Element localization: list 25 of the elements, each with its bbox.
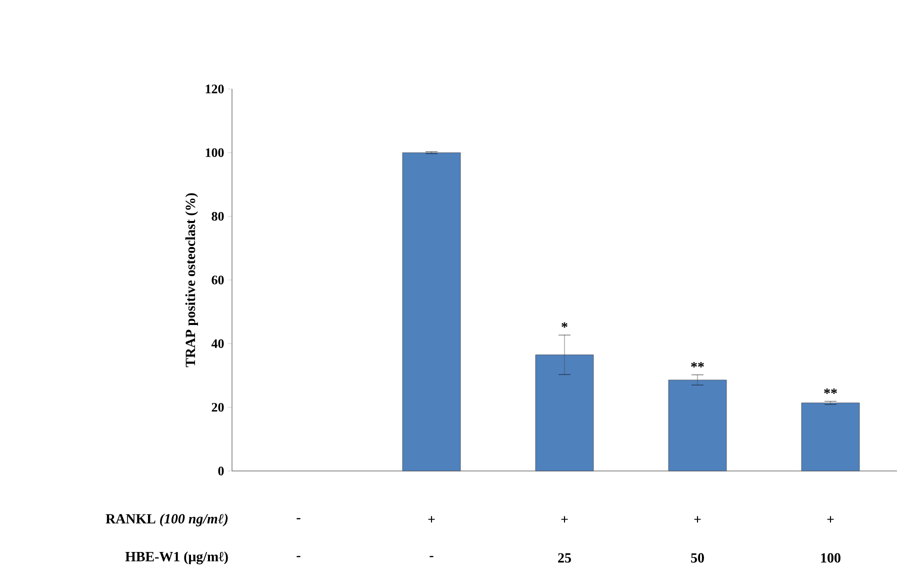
- y-tick-label: 100: [206, 148, 224, 158]
- text: +: [561, 516, 568, 523]
- annotation: **: [824, 388, 837, 394]
- text: -: [296, 518, 300, 520]
- y-tick-label: 60: [212, 276, 224, 284]
- bar: [402, 152, 461, 472]
- text: RANKL (100 ng/mℓ): [106, 514, 228, 526]
- y-tick-label: 20: [212, 402, 224, 412]
- text: 100: [821, 553, 840, 563]
- text: +: [428, 516, 435, 523]
- text: HBE-W1 (μg/mℓ): [125, 552, 228, 564]
- text: +: [827, 516, 834, 523]
- y-tick-label: 40: [211, 339, 224, 348]
- y-tick-label: 120: [206, 84, 224, 94]
- annotation: **: [691, 362, 704, 368]
- text: -: [430, 556, 434, 558]
- y-tick-label: 0: [218, 466, 224, 476]
- annotation: *: [562, 322, 568, 328]
- text: -: [296, 556, 300, 558]
- text: 50: [691, 553, 704, 563]
- y-axis-title: TRAP positive osteoclast (%): [185, 193, 198, 368]
- y-tick-label: 80: [212, 212, 224, 221]
- text: 25: [558, 553, 571, 563]
- bar: [801, 402, 860, 472]
- text: +: [694, 516, 701, 523]
